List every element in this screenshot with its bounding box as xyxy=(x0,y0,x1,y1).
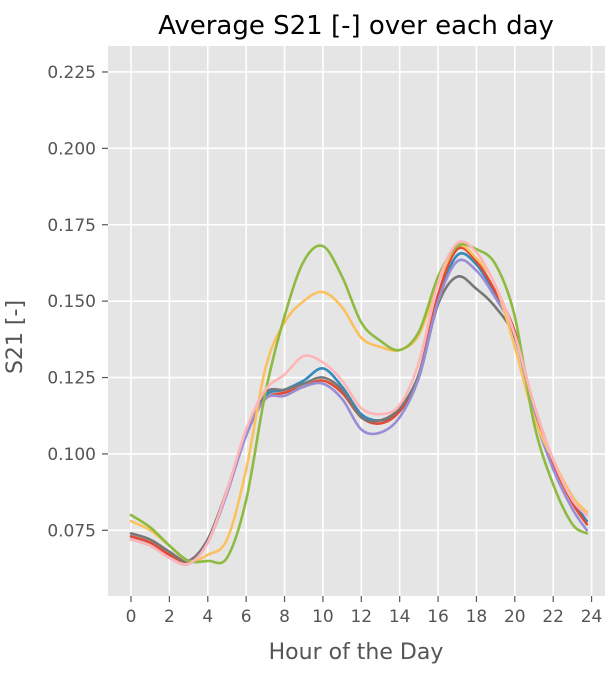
x-tick-label: 16 xyxy=(427,607,449,627)
plot-area xyxy=(108,46,605,596)
x-tick-label: 24 xyxy=(581,607,603,627)
y-tick-label: 0.075 xyxy=(47,521,96,541)
x-tick-label: 2 xyxy=(164,607,175,627)
x-tick-label: 10 xyxy=(312,607,334,627)
x-tick-label: 22 xyxy=(542,607,564,627)
x-axis-ticks: 0 2 4 6 8 10 12 14 16 18 20 22 24 xyxy=(126,596,603,627)
y-tick-label: 0.200 xyxy=(47,139,96,159)
y-axis-label: S21 [-] xyxy=(3,300,28,374)
x-tick-label: 12 xyxy=(350,607,372,627)
series-line xyxy=(129,240,589,566)
x-tick-label: 6 xyxy=(241,607,252,627)
y-tick-label: 0.150 xyxy=(47,292,96,312)
x-tick-label: 18 xyxy=(466,607,488,627)
y-axis-ticks: 0.075 0.100 0.125 0.150 0.175 0.200 0.225 xyxy=(47,63,108,541)
chart-title: Average S21 [-] over each day xyxy=(158,11,554,41)
x-axis-label: Hour of the Day xyxy=(269,640,444,665)
x-tick-label: 14 xyxy=(389,607,411,627)
y-tick-label: 0.175 xyxy=(47,216,96,236)
x-tick-label: 8 xyxy=(279,607,290,627)
y-tick-label: 0.100 xyxy=(47,445,96,465)
grid-lines xyxy=(108,46,605,596)
series-lines xyxy=(129,240,589,566)
y-tick-label: 0.125 xyxy=(47,369,96,389)
x-tick-label: 0 xyxy=(126,607,137,627)
x-tick-label: 4 xyxy=(202,607,213,627)
y-tick-label: 0.225 xyxy=(47,63,96,83)
series-line xyxy=(129,242,589,565)
series-line xyxy=(129,243,589,563)
x-tick-label: 20 xyxy=(504,607,526,627)
